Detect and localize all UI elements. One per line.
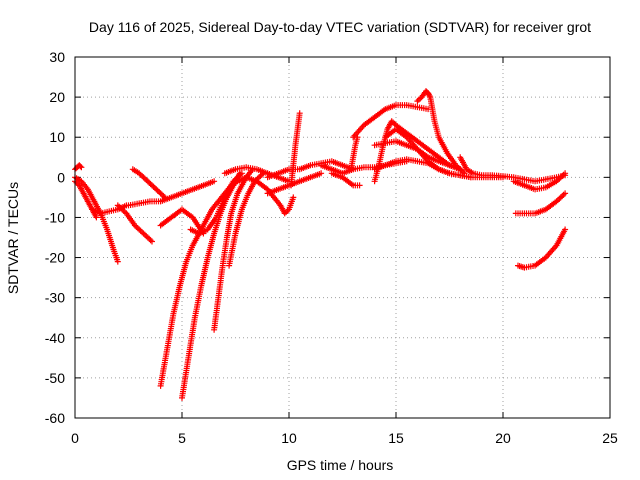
x-axis-label: GPS time / hours bbox=[287, 457, 394, 473]
y-tick-label: -50 bbox=[45, 370, 65, 386]
y-tick-label: 30 bbox=[49, 49, 65, 65]
data-marks bbox=[72, 88, 569, 401]
series-markers bbox=[515, 226, 569, 271]
series-markers bbox=[264, 170, 325, 197]
y-tick-label: -20 bbox=[45, 250, 65, 266]
y-tick-label: -10 bbox=[45, 209, 65, 225]
series-track18 bbox=[264, 170, 325, 197]
series-track03 bbox=[72, 162, 85, 173]
series-markers bbox=[512, 190, 569, 217]
series-track20 bbox=[328, 170, 363, 189]
x-tick-label: 0 bbox=[71, 430, 79, 446]
series-track27 bbox=[414, 88, 468, 177]
series-markers bbox=[264, 158, 357, 181]
series-markers bbox=[350, 102, 432, 141]
x-tick-label: 20 bbox=[495, 430, 511, 446]
x-tick-label: 15 bbox=[388, 430, 404, 446]
plot-frame bbox=[74, 56, 611, 419]
series-track28 bbox=[457, 154, 569, 185]
y-tick-label: -40 bbox=[45, 330, 65, 346]
series-track17 bbox=[264, 158, 357, 181]
series-markers bbox=[328, 170, 363, 189]
series-track11 bbox=[211, 166, 256, 333]
series-track30 bbox=[512, 190, 569, 217]
x-tick-label: 25 bbox=[602, 430, 618, 446]
series-track06 bbox=[129, 166, 168, 201]
y-tick-label: -30 bbox=[45, 290, 65, 306]
axes bbox=[74, 56, 611, 419]
y-tick-label: 10 bbox=[49, 129, 65, 145]
series-markers bbox=[125, 178, 218, 209]
series-track13 bbox=[187, 170, 245, 237]
series-markers bbox=[211, 166, 256, 333]
series-markers bbox=[129, 166, 168, 201]
series-markers bbox=[114, 202, 155, 245]
series-markers bbox=[72, 162, 85, 173]
series-track05 bbox=[114, 202, 155, 245]
series-markers bbox=[457, 154, 569, 185]
series-track21 bbox=[348, 134, 361, 173]
x-tick-label: 10 bbox=[281, 430, 297, 446]
tick-labels: 0 5 10 15 20 25 -60 -50 -40 -30 -20 -10 0 10 20 30 bbox=[45, 49, 618, 446]
series-track16 bbox=[288, 110, 303, 189]
y-tick-label: -60 bbox=[45, 410, 65, 426]
x-tick-label: 5 bbox=[178, 430, 186, 446]
series-markers bbox=[187, 170, 245, 237]
series-markers bbox=[414, 88, 468, 177]
series-track22 bbox=[350, 102, 432, 141]
chart-title: Day 116 of 2025, Sidereal Day-to-day VTE… bbox=[89, 19, 591, 35]
series-markers bbox=[288, 110, 303, 189]
y-tick-label: 0 bbox=[57, 169, 65, 185]
series-markers bbox=[510, 170, 569, 193]
y-tick-label: 20 bbox=[49, 89, 65, 105]
series-track29 bbox=[510, 170, 569, 193]
series-track07 bbox=[125, 178, 218, 209]
series-markers bbox=[348, 134, 361, 173]
grid-lines bbox=[75, 57, 610, 418]
y-axis-label: SDTVAR / TECUs bbox=[5, 182, 21, 294]
series-track31 bbox=[515, 226, 569, 271]
